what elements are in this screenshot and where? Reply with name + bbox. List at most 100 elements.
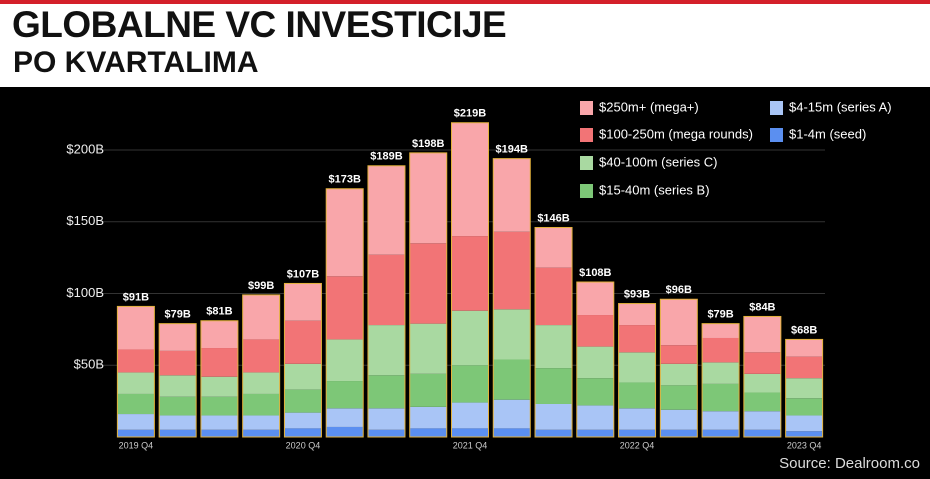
bar-segment [409,152,447,244]
total-label: $173B [328,174,360,186]
x-tick-label: 2020 Q4 [286,440,321,450]
bar-segment [200,320,238,349]
bar-outline [116,305,155,438]
bar-segment [284,389,322,413]
bar-segment [743,392,781,412]
bar-segment [200,396,238,416]
bar-segment [326,339,364,382]
bar-segment [660,363,698,386]
bar-segment [200,429,238,437]
bar-segment [200,348,238,377]
bar-segment [618,408,656,430]
bar-segment [618,325,656,353]
bar-segment [785,339,823,357]
legend-label: $1-4m (seed) [789,126,866,141]
bar-segment [743,352,781,374]
total-label: $108B [579,267,611,279]
bar-outline [701,323,740,438]
bar-segment [409,323,447,374]
legend-swatch [770,101,783,115]
bar-segment [117,429,155,437]
bar-segment [326,188,364,277]
bar-segment [117,306,155,350]
total-label: $79B [707,309,733,321]
y-tick-label: $50B [74,357,104,372]
bar-segment [284,428,322,437]
chart-subtitle: PO KVARTALIMA [13,46,259,79]
legend-label: $40-100m (series C) [599,154,718,169]
bar-segment [493,428,531,437]
bar-outline [158,323,197,438]
bar-segment [367,165,405,255]
bar-outline [283,282,322,438]
bar-segment [409,428,447,437]
bar-segment [702,411,740,430]
bar-segment [535,403,573,430]
legend-label: $15-40m (series B) [599,182,710,197]
bar-segment [493,309,531,360]
legend-swatch [580,101,593,115]
legend-label: $4-15m (series A) [789,99,892,114]
bar-segment [451,122,489,237]
bar-segment [451,236,489,311]
legend-swatch [770,128,783,142]
bar-segment [743,429,781,437]
bar-segment [576,378,614,406]
bar-outline [325,188,364,438]
y-tick-label: $100B [66,285,104,300]
bar-segment [743,316,781,353]
bar-segment [326,381,364,409]
bar-segment [409,243,447,324]
total-label: $96B [666,284,692,296]
x-tick-label: 2021 Q4 [453,440,488,450]
bar-segment [242,393,280,416]
bar-segment [451,428,489,437]
bar-outline [492,158,531,438]
bar-outline [618,303,657,438]
legend-label: $250m+ (mega+) [599,99,699,114]
x-tick-label: 2019 Q4 [119,440,154,450]
top-rule [0,0,930,4]
total-label: $93B [624,288,650,300]
bar-segment [535,429,573,437]
bar-segment [200,415,238,430]
bar-segment [660,345,698,364]
bar-segment [576,405,614,430]
bar-segment [702,383,740,412]
bar-segment [242,372,280,394]
bar-outline [785,338,824,438]
bar-segment [785,415,823,432]
bar-segment [159,429,197,437]
bar-segment [200,376,238,397]
bar-segment [743,411,781,430]
bar-segment [660,385,698,410]
bar-outline [409,152,448,438]
x-tick-label: 2023 Q4 [787,440,822,450]
bar-segment [451,402,489,429]
bar-segment [284,412,322,429]
bar-segment [242,294,280,340]
bar-segment [743,373,781,393]
bar-outline [659,298,698,438]
bar-outline [743,315,782,438]
bar-outline [534,226,573,438]
bar-segment [702,362,740,384]
y-tick-label: $150B [66,213,104,228]
bar-segment [702,337,740,363]
legend-label: $100-250m (mega rounds) [599,126,753,141]
bar-segment [367,325,405,376]
total-label: $68B [791,324,817,336]
bar-segment [493,399,531,429]
bar-segment [326,426,364,437]
bar-segment [785,431,823,437]
bar-segment [117,372,155,394]
bar-segment [576,282,614,316]
y-tick-label: $200B [66,141,104,156]
total-label: $194B [496,144,528,156]
bar-segment [493,231,531,310]
bar-segment [367,375,405,409]
bar-outline [576,281,615,438]
bar-segment [535,325,573,369]
bar-segment [702,429,740,437]
bar-segment [576,429,614,437]
